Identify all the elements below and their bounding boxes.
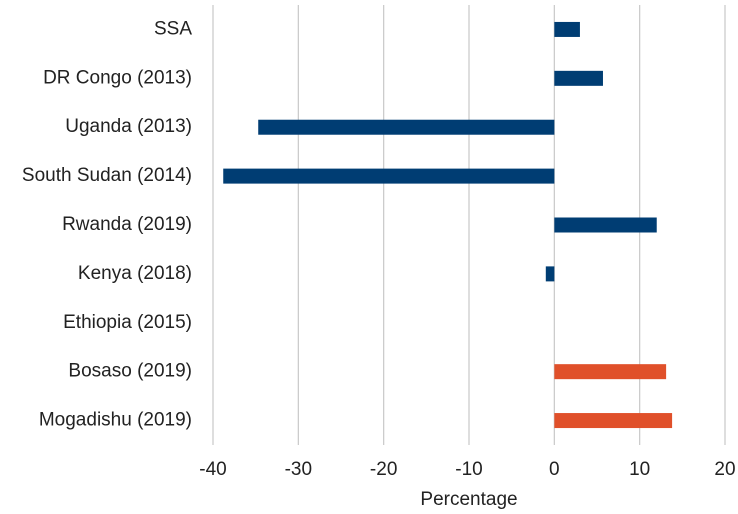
bar [554, 21, 580, 37]
bar [223, 168, 555, 184]
y-tick-label: Bosaso (2019) [68, 361, 192, 382]
y-tick-label: SSA [154, 18, 192, 39]
x-tick-label: -30 [285, 459, 312, 480]
bar [258, 119, 555, 135]
y-tick-label: Kenya (2018) [78, 263, 192, 284]
bar [554, 413, 673, 429]
x-tick-label: -20 [370, 459, 397, 480]
x-tick-label: 20 [714, 459, 735, 480]
y-tick-label: Mogadishu (2019) [39, 410, 192, 431]
bar [554, 217, 657, 233]
x-tick-label: -40 [199, 459, 226, 480]
bar [545, 266, 555, 282]
x-axis-label: Percentage [420, 489, 517, 510]
y-tick-label: South Sudan (2014) [22, 165, 192, 186]
y-tick-label: Ethiopia (2015) [63, 312, 192, 333]
x-tick-label: -10 [455, 459, 482, 480]
x-tick-label: 10 [629, 459, 650, 480]
y-tick-label: Uganda (2013) [65, 116, 192, 137]
bar [554, 70, 603, 86]
y-tick-label: DR Congo (2013) [43, 67, 192, 88]
y-tick-label: Rwanda (2019) [62, 214, 192, 235]
bar [554, 364, 667, 380]
x-tick-label: 0 [549, 459, 560, 480]
